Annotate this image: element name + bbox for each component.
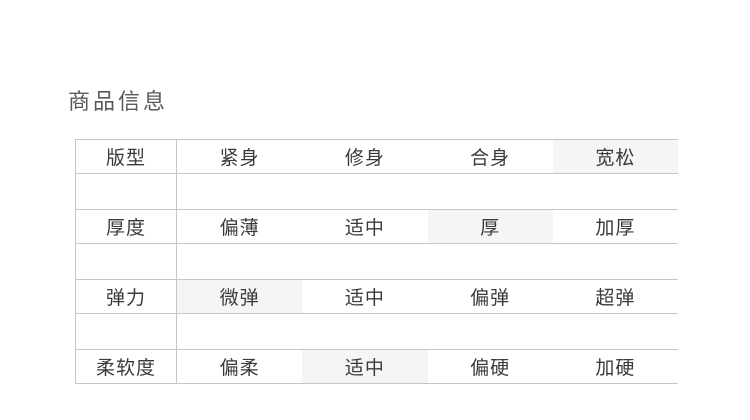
spec-label: 弹力	[76, 280, 177, 313]
spec-option-selected: 厚	[427, 210, 553, 243]
page-title: 商品信息	[68, 89, 169, 114]
spec-option: 加硬	[595, 358, 636, 379]
spec-option: 偏薄	[219, 218, 260, 239]
spec-option: 加厚	[595, 218, 636, 239]
spacer-fill	[177, 174, 678, 209]
spec-option: 适中	[344, 218, 385, 239]
spec-option: 偏弹	[470, 288, 511, 309]
spec-label: 版型	[76, 140, 177, 173]
spec-option: 超弹	[595, 288, 636, 309]
spec-label: 柔软度	[76, 350, 177, 383]
spec-option-selected: 适中	[302, 350, 428, 383]
spec-option: 合身	[470, 148, 511, 169]
product-spec-table: 版型 紧身 修身 合身 宽松 厚度 偏薄 适中 厚 加厚 弹力 微弹 适中 偏弹…	[75, 139, 678, 384]
spec-option-selected: 微弹	[177, 280, 303, 313]
spacer-fill	[177, 244, 678, 279]
spacer-label-cell	[76, 174, 177, 209]
spacer-row	[76, 314, 678, 349]
spacer-label-cell	[76, 314, 177, 349]
spec-row: 弹力 微弹 适中 偏弹 超弹	[76, 279, 678, 314]
spacer-fill	[177, 314, 678, 349]
spacer-row	[76, 244, 678, 279]
spec-option: 修身	[344, 148, 385, 169]
spec-option-selected: 宽松	[552, 140, 678, 173]
spec-row: 柔软度 偏柔 适中 偏硬 加硬	[76, 349, 678, 384]
spec-row: 版型 紧身 修身 合身 宽松	[76, 139, 678, 174]
spec-option: 偏硬	[470, 358, 511, 379]
spec-option: 偏柔	[219, 358, 260, 379]
spacer-row	[76, 174, 678, 209]
spec-option: 紧身	[219, 148, 260, 169]
spec-label: 厚度	[76, 210, 177, 243]
spec-row: 厚度 偏薄 适中 厚 加厚	[76, 209, 678, 244]
spec-option: 适中	[344, 288, 385, 309]
spacer-label-cell	[76, 244, 177, 279]
